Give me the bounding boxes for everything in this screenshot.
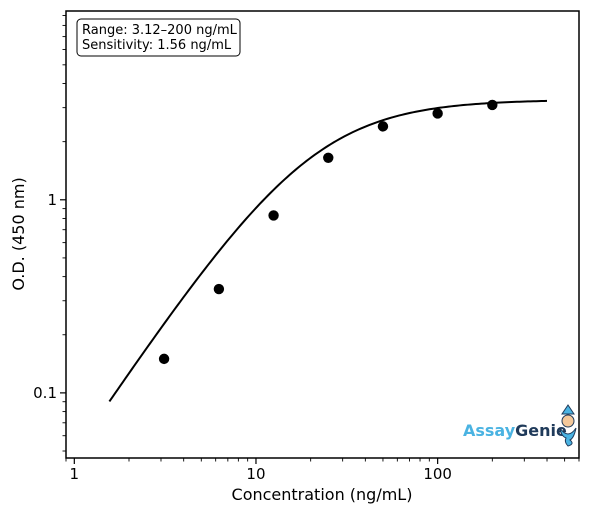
- x-tick-label: 1: [70, 465, 80, 483]
- sensitivity-text: Sensitivity: 1.56 ng/mL: [82, 38, 232, 53]
- y-axis-label: O.D. (450 nm): [9, 177, 28, 290]
- data-point: [158, 353, 170, 365]
- x-axis-label: Concentration (ng/mL): [232, 485, 413, 504]
- data-point: [377, 121, 389, 132]
- data-point: [487, 99, 498, 111]
- plot-frame: [65, 10, 580, 459]
- assaygenie-logo: AssayGenie: [463, 404, 577, 447]
- minor-ticks: [62, 15, 580, 462]
- fit-curve-line: [108, 99, 548, 403]
- data-point: [432, 108, 443, 119]
- logo-word-assay: Assay: [463, 421, 516, 440]
- y-tick-label: 1: [47, 191, 57, 209]
- info-box-frame: [76, 18, 241, 57]
- info-box: Range: 3.12–200 ng/mL Sensitivity: 1.56 …: [76, 18, 241, 57]
- logo-word-genie: Genie: [515, 421, 567, 440]
- major-ticks: [60, 199, 439, 464]
- data-point: [268, 210, 279, 221]
- genie-mascot-icon: [559, 404, 577, 447]
- range-text: Range: 3.12–200 ng/mL: [82, 23, 238, 38]
- data-point: [323, 152, 334, 163]
- data-points: [158, 99, 498, 365]
- tick-labels: 1 10 100 0.1 1: [33, 191, 452, 483]
- x-tick-label: 100: [423, 465, 452, 483]
- y-tick-label: 0.1: [33, 384, 57, 402]
- data-point: [213, 283, 225, 295]
- logo-wordmark: AssayGenie: [463, 421, 567, 440]
- x-tick-label: 10: [246, 465, 265, 483]
